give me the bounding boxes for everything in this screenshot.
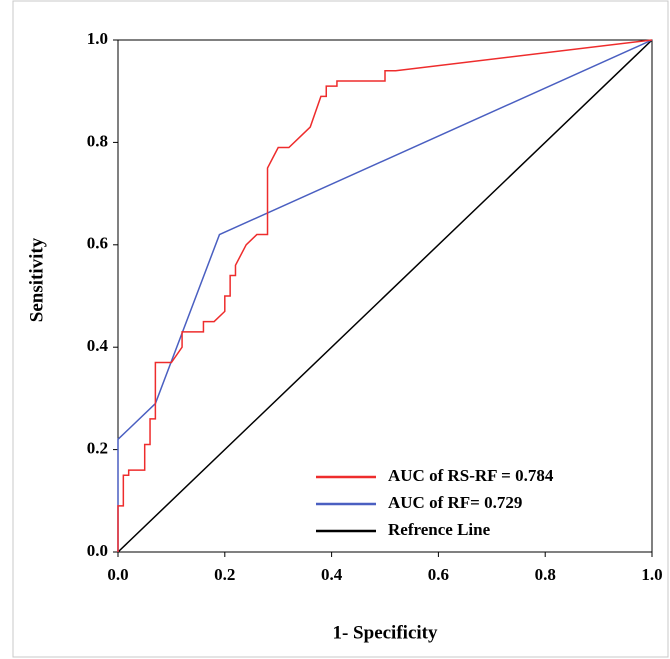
x-tick-label: 1.0	[641, 565, 662, 584]
legend-label: Refrence Line	[388, 520, 491, 539]
legend-label: AUC of RF= 0.729	[388, 493, 522, 512]
y-tick-label: 0.4	[87, 336, 109, 355]
x-tick-label: 0.6	[428, 565, 449, 584]
y-tick-label: 0.6	[87, 234, 108, 253]
y-tick-label: 0.8	[87, 131, 108, 150]
series-line	[117, 39, 653, 552]
chart-border	[12, 0, 669, 658]
y-tick-label: 0.0	[87, 541, 108, 560]
y-axis-title: Sensitivity	[26, 237, 47, 322]
series-line	[117, 39, 653, 553]
y-tick-label: 0.2	[87, 439, 108, 458]
y-tick-label: 1.0	[87, 29, 108, 48]
x-axis-title: 1- Specificity	[332, 622, 438, 643]
plot-frame	[117, 39, 653, 553]
legend-label: AUC of RS-RF = 0.784	[388, 466, 554, 485]
x-tick-label: 0.8	[535, 565, 556, 584]
x-tick-label: 0.4	[321, 565, 343, 584]
x-tick-label: 0.2	[214, 565, 235, 584]
x-tick-label: 0.0	[107, 565, 128, 584]
